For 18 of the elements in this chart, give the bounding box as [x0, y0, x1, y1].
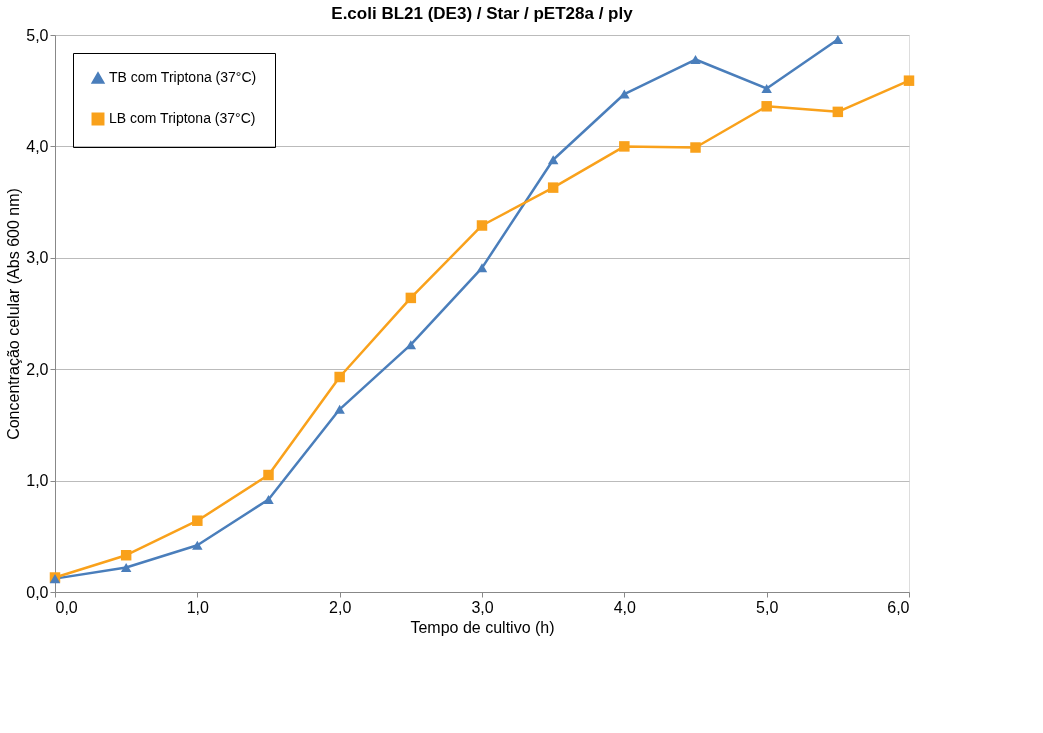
- chart-title: E.coli BL21 (DE3) / Star / pET28a / ply: [331, 4, 634, 23]
- legend-label: LB com Triptona (37°C): [109, 110, 256, 126]
- y-tick-label: 4,0: [26, 137, 49, 155]
- x-tick-label: 2,0: [329, 598, 352, 616]
- y-tick-label: 5,0: [26, 26, 49, 44]
- x-tick-label: 1,0: [186, 598, 210, 616]
- x-tick-label: 0,0: [55, 598, 78, 616]
- x-tick-label: 5,0: [756, 598, 779, 616]
- y-tick-label: 1,0: [26, 472, 49, 490]
- x-axis-title: Tempo de cultivo (h): [410, 618, 555, 636]
- x-tick-label: 4,0: [613, 598, 637, 616]
- y-tick-label: 3,0: [26, 249, 49, 267]
- legend-label: TB com Triptona (37°C): [109, 69, 257, 85]
- x-tick-label: 3,0: [471, 598, 494, 616]
- y-axis-title: Concentração celular (Abs 600 nm): [5, 188, 23, 440]
- x-tick-label: 6,0: [887, 598, 910, 616]
- y-tick-label: 0,0: [26, 583, 49, 601]
- y-tick-label: 2,0: [26, 360, 49, 378]
